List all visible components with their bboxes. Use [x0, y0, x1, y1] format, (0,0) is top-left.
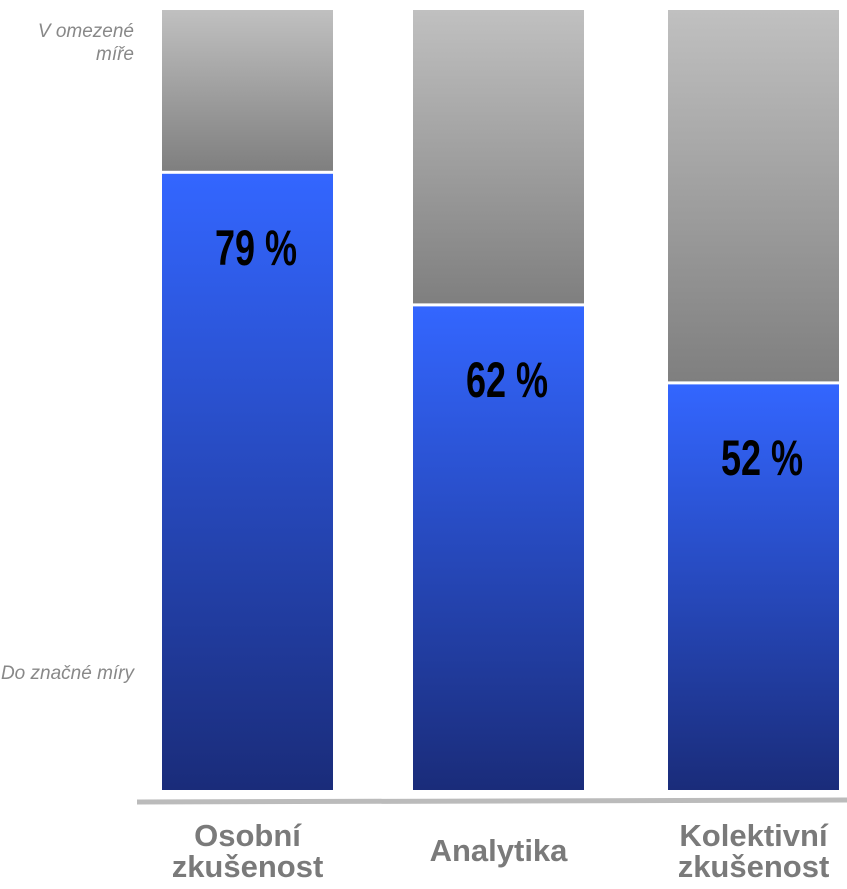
- value-label: 52 %: [720, 430, 803, 487]
- x-tick-label: Analytika: [429, 833, 568, 868]
- bar-segment: [162, 173, 333, 791]
- value-label: 62 %: [465, 352, 548, 409]
- legend-label: Do značné míry: [0, 663, 134, 684]
- bar-segment: [413, 10, 584, 304]
- bar-segment: [162, 10, 333, 171]
- x-tick-label: Kolektivní zkušenost: [677, 817, 830, 884]
- legend-label: V omezené míře: [37, 21, 134, 65]
- value-label: 79 %: [214, 219, 297, 276]
- bar-segment: [668, 10, 839, 382]
- bar-segment: [413, 306, 584, 790]
- baseline: [136, 797, 847, 805]
- x-tick-label: Osobní zkušenost: [171, 817, 324, 884]
- bar-segment: [668, 384, 839, 790]
